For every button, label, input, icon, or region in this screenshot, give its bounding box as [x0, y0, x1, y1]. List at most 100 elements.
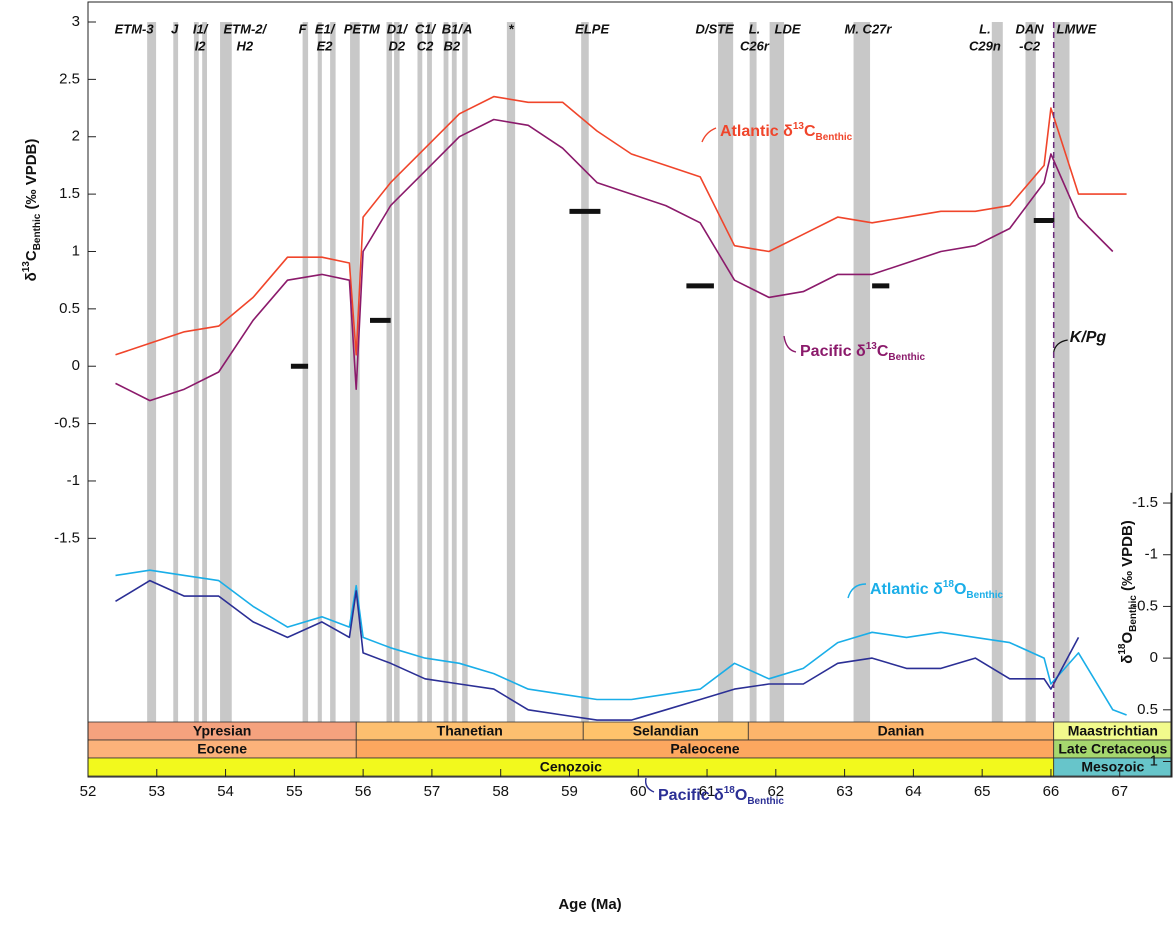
- y-tick-label: 2.5: [59, 70, 80, 87]
- y2-tick-label: 0.5: [1137, 701, 1158, 718]
- event-band: [718, 22, 734, 722]
- y2-axis-label-part: O: [1119, 632, 1136, 644]
- series-line: [115, 95, 1127, 356]
- event-band: [394, 22, 400, 722]
- event-label: C29n: [969, 38, 1001, 53]
- y2-tick-label: -0.5: [1132, 597, 1158, 614]
- event-label: ELPE: [575, 21, 609, 36]
- timescale-label: Paleocene: [670, 741, 739, 757]
- event-band: [749, 22, 757, 722]
- x-tick-label: 55: [286, 783, 303, 800]
- x-tick-label: 60: [630, 783, 647, 800]
- event-label: L.: [749, 21, 761, 36]
- event-label: D/STE: [695, 21, 734, 36]
- event-label: LDE: [775, 21, 801, 36]
- event-band: [506, 22, 516, 722]
- event-label: H2: [237, 38, 254, 53]
- y-axis-label-part: 13: [21, 261, 32, 273]
- x-tick-label: 67: [1111, 783, 1128, 800]
- series-annotation-part: Benthic: [966, 590, 1003, 601]
- boundary-arrow: [1053, 339, 1068, 353]
- plot-frame: [87, 1, 1173, 778]
- y-axis-label-part: C: [23, 250, 40, 261]
- y2-tick-label: 1: [1150, 752, 1158, 769]
- series-line: [115, 579, 1080, 721]
- y2-tick-label: 0: [1150, 649, 1158, 666]
- event-label: B1/: [442, 21, 464, 36]
- event-band: [193, 22, 199, 722]
- event-band: [220, 22, 232, 722]
- x-tick-label: 59: [561, 783, 578, 800]
- event-label: B2: [444, 38, 461, 53]
- event-label: L.: [979, 21, 991, 36]
- event-band: [427, 22, 432, 722]
- event-band: [581, 22, 589, 722]
- series-annotation-part: Benthic: [747, 796, 784, 807]
- timescale-label: Danian: [878, 723, 925, 739]
- event-label: E1/: [315, 21, 336, 36]
- series-annotation: Atlantic δ18OBenthic: [870, 579, 1004, 601]
- event-label: I1/: [193, 21, 209, 36]
- y2-axis-label-part: 18: [1117, 643, 1128, 655]
- series-annotation-part: O: [954, 581, 966, 598]
- y-tick-label: -1.5: [54, 529, 80, 546]
- y-tick-label: 3: [72, 13, 80, 30]
- event-label: *: [508, 21, 514, 36]
- event-label: D1/: [387, 21, 409, 36]
- event-band: [386, 22, 393, 722]
- series-line: [115, 569, 1127, 716]
- x-tick-label: 63: [836, 783, 853, 800]
- y-tick-label: 1: [72, 242, 80, 259]
- event-band: [173, 22, 179, 722]
- annotation-arrow: [847, 583, 867, 599]
- x-tick-label: 61: [699, 783, 716, 800]
- event-band: [991, 22, 1003, 722]
- event-band: [853, 22, 871, 722]
- event-label: I2: [195, 38, 207, 53]
- y-tick-label: 0: [72, 357, 80, 374]
- y-tick-label: -0.5: [54, 415, 80, 432]
- y-axis-label: δ13CBenthic (‰ VPDB): [21, 139, 43, 282]
- event-label: C26r: [740, 38, 770, 53]
- event-band: [769, 22, 785, 722]
- series-annotation-part: O: [735, 787, 747, 804]
- timescale-label: Selandian: [633, 723, 699, 739]
- y-tick-label: 1.5: [59, 185, 80, 202]
- series-annotation-part: Benthic: [816, 132, 853, 143]
- timescale-label: Maastrichtian: [1068, 723, 1158, 739]
- event-band: [330, 22, 336, 722]
- event-band: [147, 22, 157, 722]
- series-annotation-part: Atlantic δ: [720, 123, 793, 140]
- y2-axis-label-part: Benthic: [1128, 595, 1139, 632]
- y2-axis-label-part: (‰ VPDB): [1119, 520, 1136, 595]
- event-label: PETM: [344, 21, 381, 36]
- event-label: -C2: [1019, 38, 1041, 53]
- event-band: [302, 22, 309, 722]
- y-tick-label: 2: [72, 128, 80, 145]
- event-band: [451, 22, 457, 722]
- event-band: [417, 22, 423, 722]
- event-label: ETM-3: [115, 21, 155, 36]
- series-annotation: Atlantic δ13CBenthic: [720, 121, 853, 143]
- series-annotation-part: C: [877, 343, 889, 360]
- series-annotation: Pacific δ18OBenthic: [658, 785, 784, 807]
- y-axis-label-part: (‰ VPDB): [23, 139, 40, 214]
- x-tick-label: 54: [217, 783, 234, 800]
- series-annotation-part: 18: [724, 785, 736, 796]
- timescale-label: Mesozoic: [1081, 759, 1144, 775]
- event-label: M. C27r: [845, 21, 893, 36]
- y2-tick-label: -1: [1145, 546, 1158, 563]
- x-tick-label: 57: [424, 783, 441, 800]
- annotation-arrow: [701, 127, 717, 143]
- series-annotation-part: Pacific δ: [800, 343, 866, 360]
- event-label: C2: [417, 38, 434, 53]
- timescale-label: Late Cretaceous: [1058, 741, 1167, 757]
- x-axis-label: Age (Ma): [558, 896, 621, 913]
- series-annotation-part: Pacific δ: [658, 787, 724, 804]
- timescale-label: Cenozoic: [540, 759, 602, 775]
- event-label: DAN: [1016, 21, 1045, 36]
- annotation-arrow: [783, 335, 797, 353]
- x-tick-label: 56: [355, 783, 372, 800]
